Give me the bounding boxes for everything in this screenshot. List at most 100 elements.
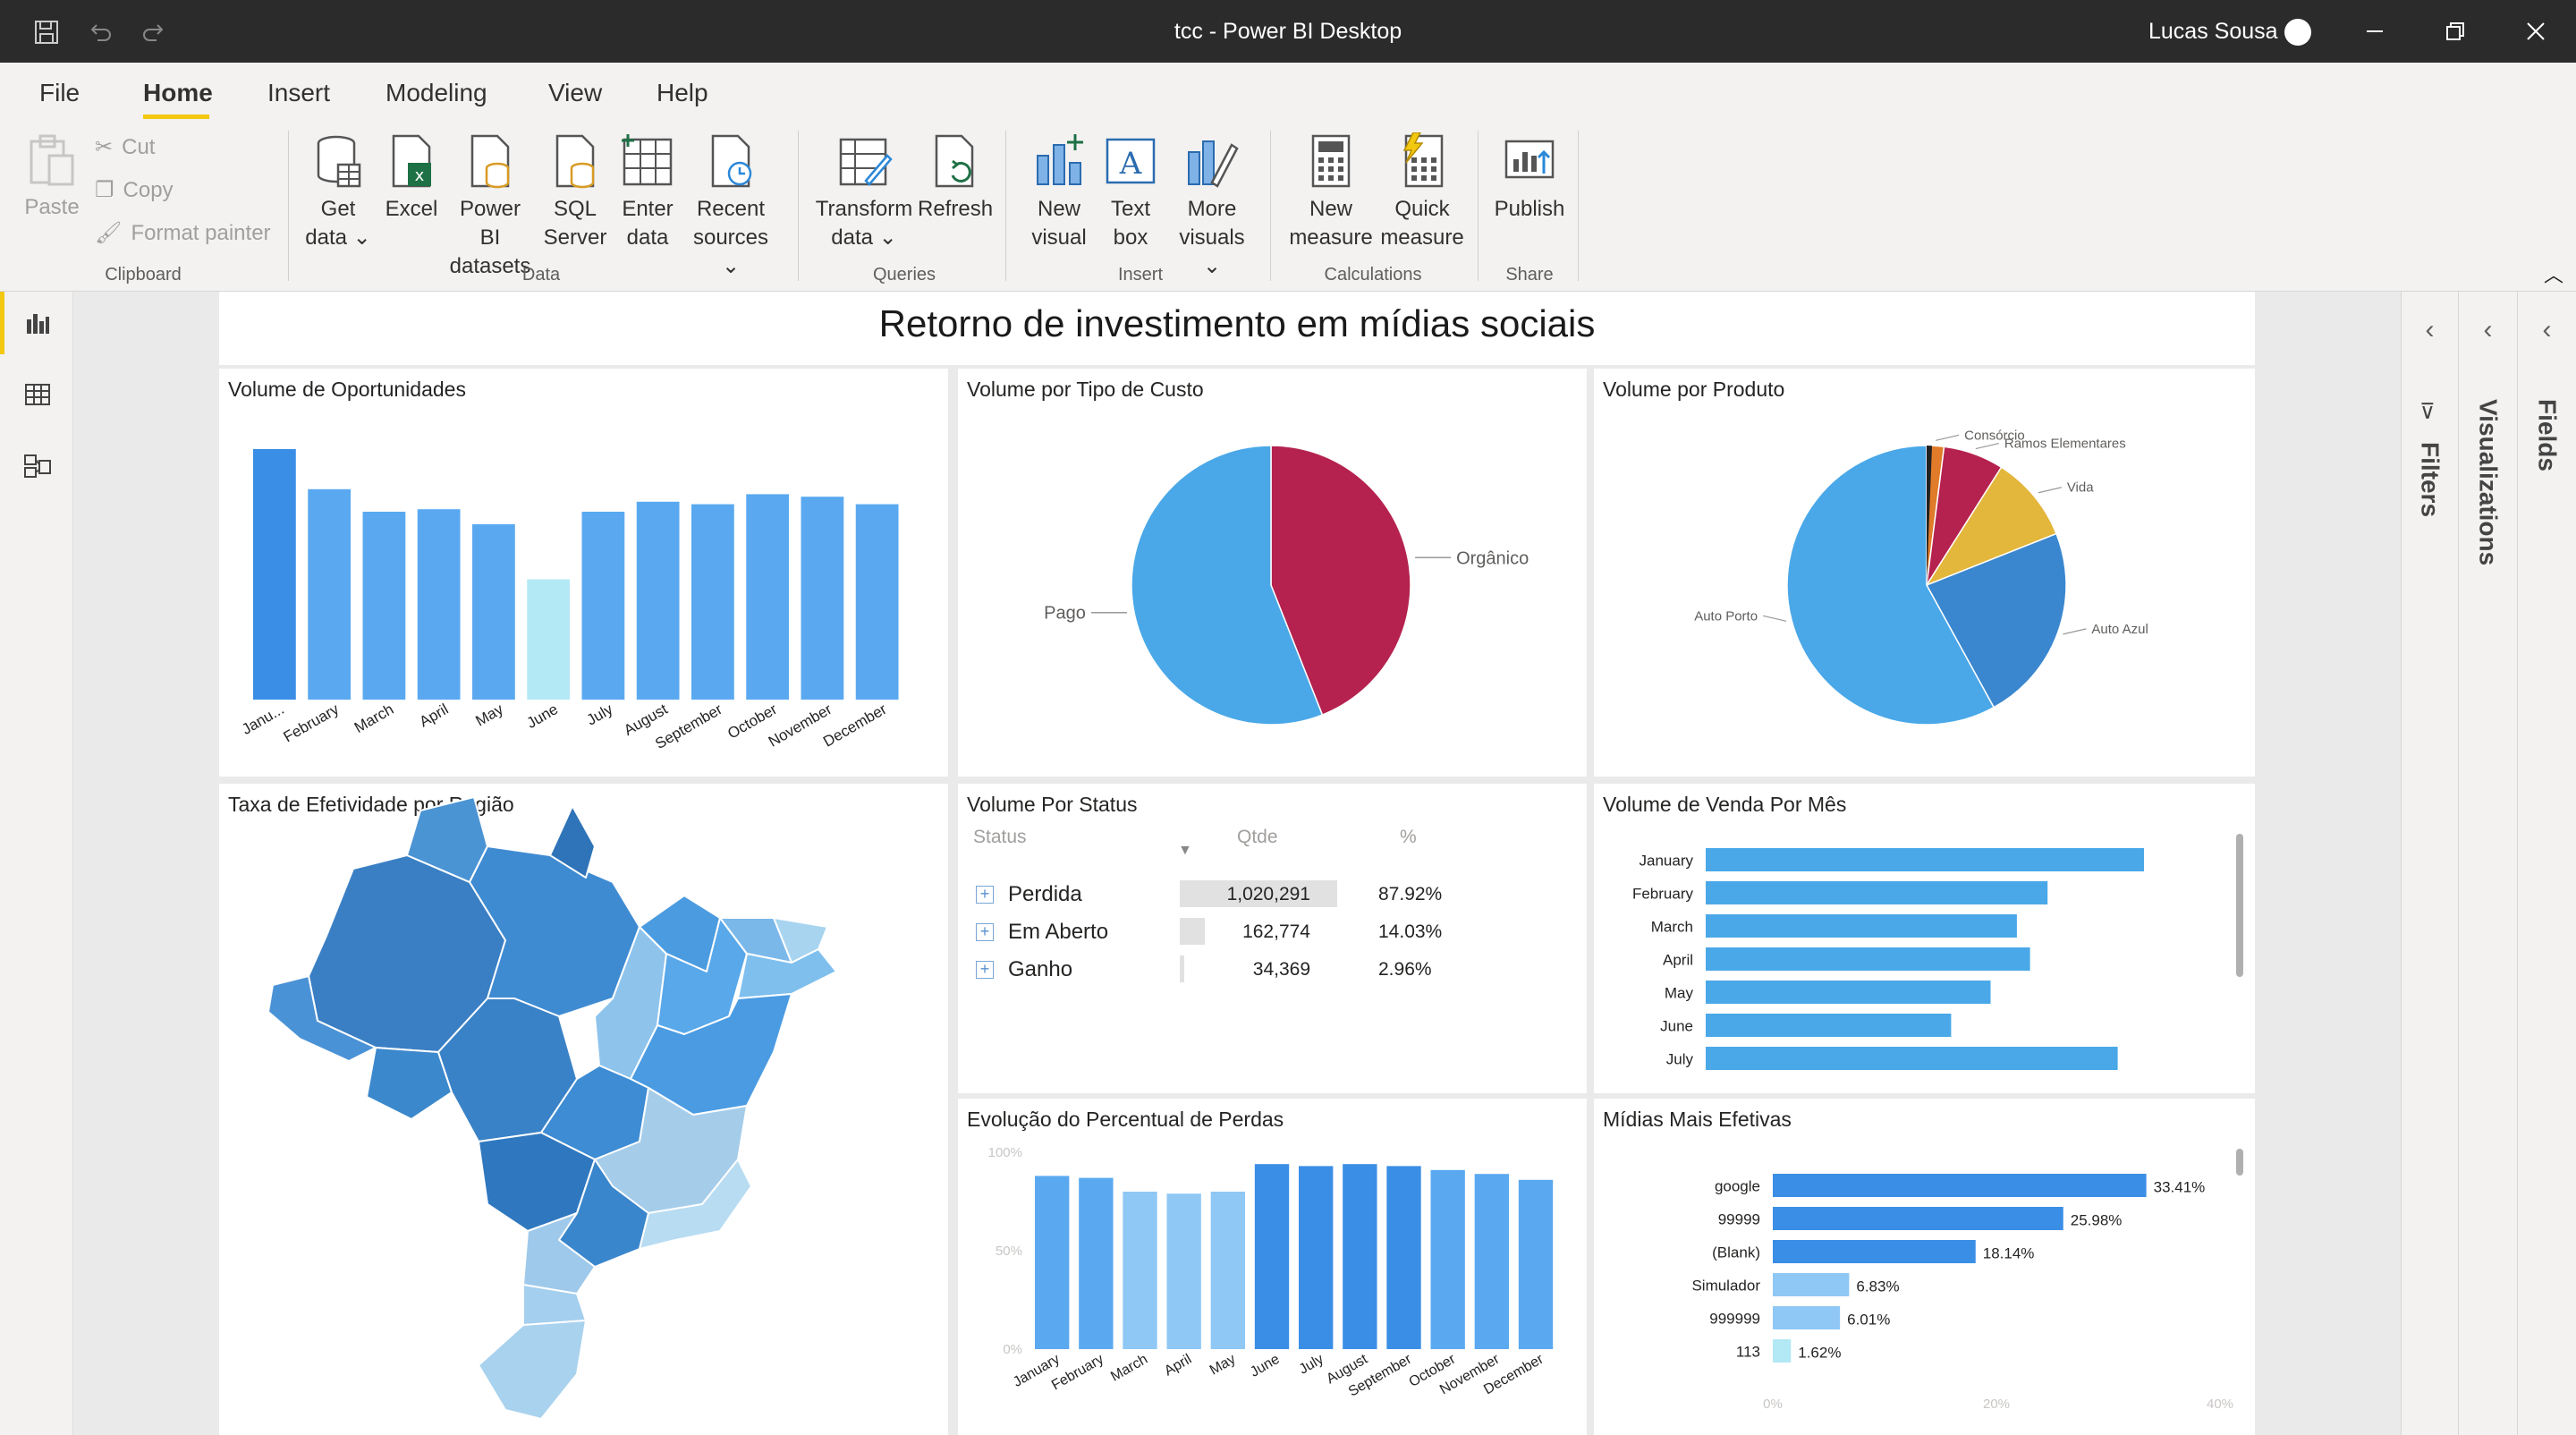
tick-label: December (820, 701, 890, 751)
new-measure-button[interactable]: New measure (1284, 132, 1377, 252)
model-view-icon[interactable] (20, 448, 55, 484)
category-label: (Blank) (1712, 1244, 1760, 1261)
bar (472, 524, 515, 700)
table-volume-status[interactable]: Volume Por Status Status Qtde % ▼ + Perdi… (958, 784, 1587, 1093)
save-icon[interactable] (30, 16, 63, 48)
bar (417, 509, 461, 700)
column-header-qtde[interactable]: Qtde (1237, 827, 1278, 847)
copy-button[interactable]: ❐ Copy (95, 177, 174, 203)
redo-icon[interactable] (138, 16, 170, 48)
avatar[interactable] (2284, 19, 2311, 46)
user-name[interactable]: Lucas Sousa (2148, 19, 2278, 44)
brush-icon: 🖌 (95, 221, 123, 245)
pie-slice (1925, 466, 2058, 587)
publish-button[interactable]: Publish (1488, 132, 1571, 224)
category-label: February (1632, 886, 1694, 903)
transform-data-button[interactable]: Transform data ⌄ (812, 132, 916, 252)
region-acre (267, 975, 377, 1062)
copy-icon: ❐ (95, 178, 114, 202)
slice-label: Auto Porto (1694, 608, 1758, 624)
x-tick-label: 0% (1763, 1397, 1783, 1412)
tab-file[interactable]: File (39, 79, 80, 106)
tab-home[interactable]: Home (143, 79, 213, 106)
group-share-label: Share (1505, 265, 1554, 284)
pie-slice (1270, 445, 1411, 717)
tab-insert[interactable]: Insert (267, 79, 331, 106)
y-tick-label: 100% (988, 1145, 1022, 1160)
recent-sources-button[interactable]: Recent sources ⌄ (685, 132, 776, 281)
map-efetividade-regiao[interactable]: Taxa de Efetividade por Região (219, 784, 948, 1435)
tab-view[interactable]: View (548, 79, 603, 106)
filters-pane[interactable]: ‹ ⊽ Filters (2401, 292, 2458, 1435)
chart-title: Mídias Mais Efetivas (1603, 1108, 1792, 1131)
table-row[interactable]: + Ganho 34,369 2.96% (958, 954, 1587, 986)
new-visual-button[interactable]: New visual (1023, 132, 1095, 252)
fields-label: Fields (2533, 399, 2562, 471)
minimize-icon[interactable] (2334, 0, 2415, 63)
sort-desc-icon[interactable]: ▼ (1178, 843, 1192, 858)
data-label: 6.83% (1856, 1278, 1899, 1295)
fields-pane[interactable]: ‹ Fields (2517, 292, 2576, 1435)
quick-measure-button[interactable]: Quick measure (1377, 132, 1467, 252)
undo-icon[interactable] (84, 16, 116, 48)
expand-icon[interactable]: + (976, 886, 994, 904)
chart-volume-tipo-custo[interactable]: Volume por Tipo de Custo Orgânico Pago (958, 369, 1587, 777)
report-view-icon[interactable] (20, 305, 55, 341)
table-row[interactable]: + Em Aberto 162,774 14.03% (958, 916, 1587, 948)
tab-help[interactable]: Help (657, 79, 708, 106)
category-label: google (1715, 1178, 1760, 1195)
bar (801, 497, 844, 700)
ribbon: Paste ✂ Cut ❐ Copy 🖌 Format painter Clipboa… (0, 120, 2576, 292)
format-painter-button[interactable]: 🖌 Format painter (95, 220, 271, 246)
hbar-chart-venda: January February March April May June July (1632, 848, 2144, 1070)
table-row[interactable]: + Perdida 1,020,291 87.92% (958, 879, 1587, 911)
category-label: May (1665, 985, 1694, 1002)
y-tick-label: 50% (996, 1244, 1022, 1259)
paste-button[interactable]: Paste (18, 132, 86, 222)
visualizations-pane[interactable]: ‹ Visualizations (2458, 292, 2517, 1435)
report-title-box[interactable]: Retorno de investimento em mídias sociai… (219, 292, 2255, 365)
tab-modeling[interactable]: Modeling (386, 79, 487, 106)
chart-midias-efetivas[interactable]: Mídias Mais Efetivas google 33.41% 99999 25… (1594, 1099, 2255, 1435)
sql-server-button[interactable]: SQL Server (540, 132, 610, 252)
chevron-left-icon[interactable]: ‹ (2542, 315, 2552, 344)
text-box-button[interactable]: A Text box (1098, 132, 1163, 252)
category-label: Simulador (1691, 1278, 1760, 1295)
window-title: tcc - Power BI Desktop (1174, 19, 1402, 44)
more-visuals-button[interactable]: More visuals ⌄ (1170, 132, 1254, 281)
get-data-button[interactable]: Get data ⌄ (301, 132, 376, 252)
bar (1386, 1166, 1421, 1349)
data-view-icon[interactable] (20, 377, 55, 412)
collapse-ribbon-icon[interactable]: ︿ (2544, 264, 2564, 286)
chart-venda-por-mes[interactable]: Volume de Venda Por Mês January February M… (1594, 784, 2255, 1093)
expand-icon[interactable]: + (976, 923, 994, 941)
chart-volume-produto[interactable]: Volume por Produto Consórcio Ramos Elemen… (1594, 369, 2255, 777)
x-tick-label: 20% (1983, 1397, 2010, 1412)
close-icon[interactable] (2496, 0, 2576, 63)
enter-data-button[interactable]: Enter data (615, 132, 680, 252)
status-name: Ganho (1008, 957, 1073, 981)
chart-evolucao-perdas[interactable]: Evolução do Percentual de Perdas 0% 50% 10… (958, 1099, 1587, 1435)
column-header-status[interactable]: Status (973, 827, 1027, 847)
excel-button[interactable]: x Excel (383, 132, 440, 224)
column-header-pct[interactable]: % (1400, 827, 1417, 847)
bar (1706, 1014, 1952, 1037)
chart-volume-oportunidades[interactable]: Volume de Oportunidades Janu... February M… (219, 369, 948, 777)
tick-label: June (524, 701, 561, 732)
leader-line (1975, 442, 2000, 450)
bar (1254, 1164, 1290, 1349)
filter-icon: ⊽ (2419, 400, 2436, 424)
refresh-button[interactable]: Refresh (918, 132, 993, 224)
expand-icon[interactable]: + (976, 961, 994, 979)
scrollbar-thumb[interactable] (2236, 834, 2243, 977)
powerbi-datasets-button[interactable]: Power BI datasets (447, 132, 533, 281)
region-amapa (549, 805, 596, 879)
cut-button[interactable]: ✂ Cut (95, 134, 156, 160)
scrollbar-thumb[interactable] (2236, 1149, 2243, 1176)
restore-icon[interactable] (2415, 0, 2496, 63)
chevron-left-icon[interactable]: ‹ (2483, 315, 2493, 344)
region-rondonia (366, 1047, 453, 1120)
chevron-left-icon[interactable]: ‹ (2425, 315, 2435, 344)
tick-label: June (1248, 1352, 1283, 1380)
